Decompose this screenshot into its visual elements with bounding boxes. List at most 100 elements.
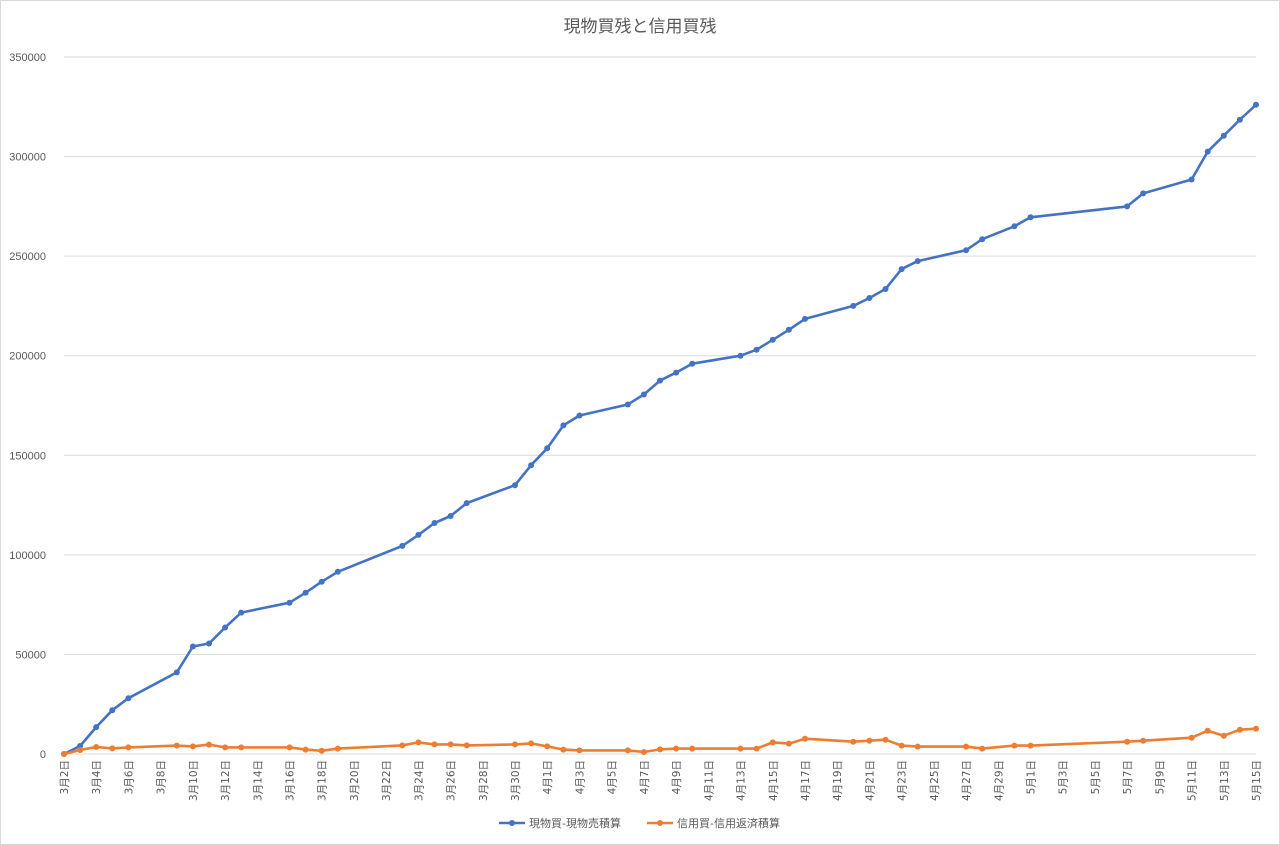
data-point [415,739,422,746]
x-tick-label: 5月1日 [1025,760,1037,794]
data-point [640,391,647,398]
x-tick-label: 3月2日 [59,760,71,794]
data-point [61,751,67,757]
x-tick-label: 4月23日 [897,760,909,801]
x-tick-label: 3月4日 [91,760,103,794]
y-tick-label: 250000 [9,251,46,263]
x-tick-label: 3月18日 [317,760,329,801]
x-tick-label: 3月22日 [381,760,393,801]
data-point [753,745,760,752]
data-point [769,336,776,343]
x-tick-label: 4月29日 [993,760,1005,801]
x-tick-label: 3月14日 [252,760,264,801]
x-tick-label: 3月24日 [413,760,425,801]
chart-title: 現物買残と信用買残 [564,17,717,37]
data-point [399,742,406,749]
series-2 [61,725,1259,757]
data-point [463,742,470,749]
data-point [850,738,857,745]
x-tick-label: 5月3日 [1058,760,1070,794]
x-tick-label: 4月19日 [832,760,844,801]
data-point [689,745,696,752]
data-point [544,445,551,452]
data-point [222,624,229,631]
data-point [1204,727,1211,734]
data-point [1124,203,1131,210]
data-point [640,749,647,755]
data-point [882,736,889,743]
data-point [979,745,986,752]
data-point [528,740,535,747]
data-point [802,315,808,322]
data-point [222,744,229,751]
data-point [898,742,905,749]
data-point [286,599,293,606]
data-point [544,743,551,750]
data-point [963,247,970,254]
data-point [802,735,808,742]
data-point [624,747,631,754]
data-point [1220,132,1227,139]
data-point [737,352,744,359]
x-tick-label: 3月16日 [285,760,297,801]
data-point [753,346,760,353]
series-1 [61,101,1259,757]
data-point [93,724,100,731]
data-point [415,531,422,538]
x-tick-label: 5月9日 [1154,760,1166,794]
data-point [189,743,196,750]
data-point [576,412,583,419]
x-tick-label: 4月17日 [800,760,812,801]
data-point [1236,116,1243,123]
data-point [785,740,792,747]
data-point [1140,190,1147,197]
data-point [657,746,663,753]
data-point [463,500,470,507]
data-point [125,744,132,751]
data-point [238,609,245,616]
y-tick-label: 50000 [15,649,46,661]
data-point [318,747,325,754]
data-point [286,744,293,751]
data-point [77,747,84,753]
data-point [560,422,567,429]
x-tick-label: 4月3日 [574,760,586,794]
data-point [1253,725,1259,732]
data-point [206,640,212,647]
x-tick-label: 3月28日 [478,760,490,801]
data-point [173,742,180,749]
x-tick-label: 4月5日 [607,760,619,794]
x-axis-ticks: 3月2日 3月4日 3月6日 3月8日 3月10日 3月12日 3月14日 3月16日 3月18… [59,760,1263,801]
legend-swatch-marker [657,820,663,826]
x-tick-label: 4月9日 [671,760,683,794]
x-tick-label: 4月13日 [736,760,748,801]
legend-label: 現物買-現物売積算 [529,816,621,830]
data-point [657,377,663,384]
data-point [673,369,680,376]
data-point [173,669,180,676]
legend-item-series-2: 信用買-信用返済積算 [647,816,780,830]
data-point [914,743,921,750]
data-point [866,737,873,744]
x-tick-label: 3月12日 [220,760,232,801]
data-point [1188,734,1195,741]
data-point [1140,737,1147,744]
data-point [1253,101,1259,108]
data-point [624,401,631,408]
x-tick-label: 5月11日 [1187,760,1199,801]
x-tick-label: 4月7日 [639,760,651,794]
data-point [302,746,309,753]
x-tick-label: 4月1日 [542,760,554,794]
data-point [914,258,921,265]
x-tick-label: 5月15日 [1251,760,1263,801]
x-tick-label: 3月30日 [510,760,522,801]
data-point [238,744,245,751]
data-point [866,295,873,301]
data-point [850,302,857,309]
x-tick-label: 3月6日 [123,760,135,794]
data-point [979,236,986,243]
x-tick-label: 3月8日 [156,760,168,794]
data-point [512,482,518,489]
data-point [302,589,309,596]
